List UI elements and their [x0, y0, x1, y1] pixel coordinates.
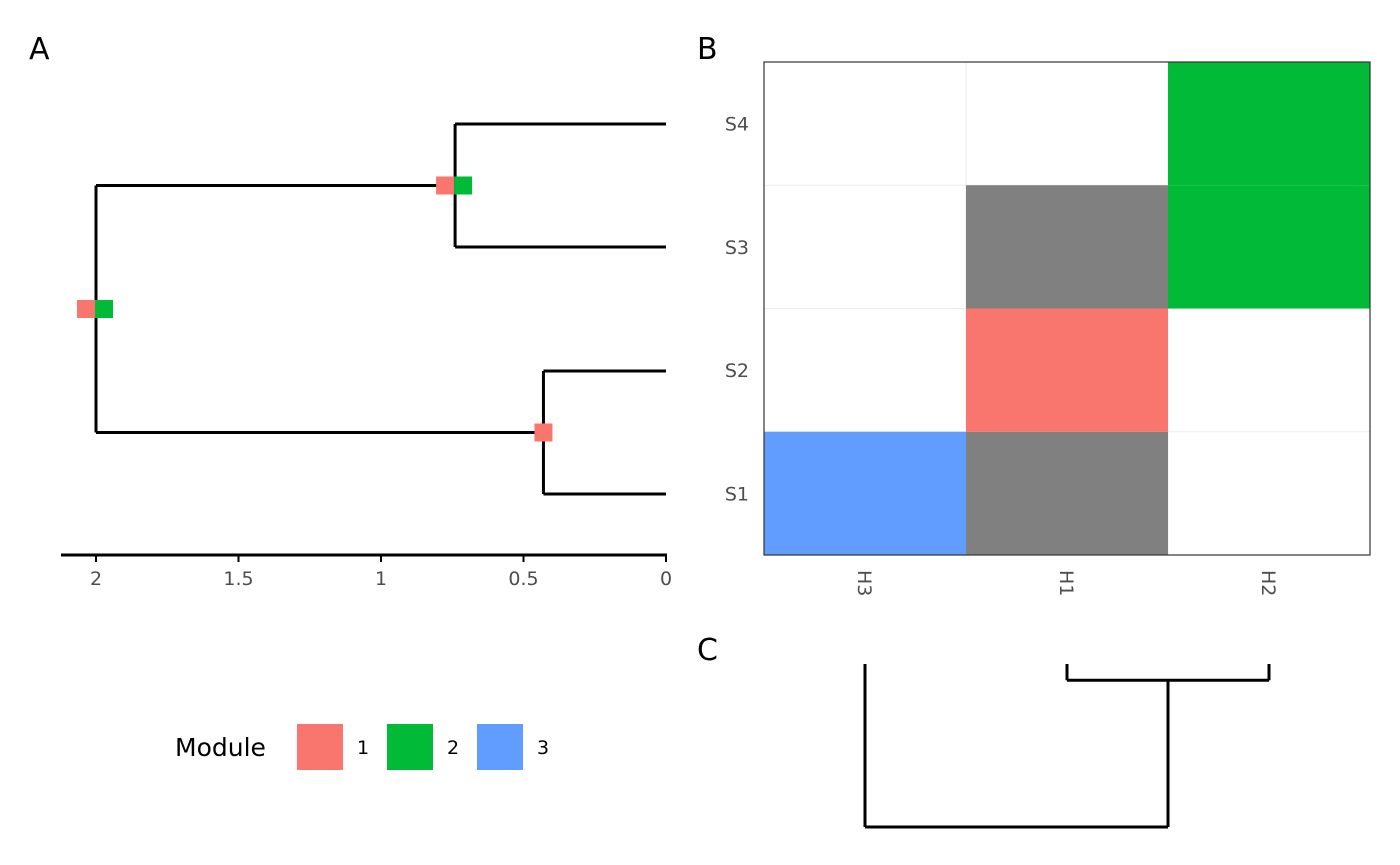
phylogeny-panel: 2 1.5 1 0.5 0	[61, 122, 672, 590]
heatmap-cell-S2-H1	[966, 308, 1168, 432]
x-tick-label: 2	[90, 568, 102, 590]
heatmap-cell-S3-H1	[966, 185, 1168, 309]
x-tick-label: 0.5	[508, 568, 538, 590]
column-label: H2	[1257, 570, 1279, 596]
legend-key-1	[297, 724, 343, 770]
column-dendrogram-panel	[863, 664, 1271, 829]
legend-key-3	[477, 724, 523, 770]
module-marker-1	[77, 300, 95, 318]
panel-label-b: B	[697, 32, 718, 67]
module-marker-2	[454, 176, 473, 195]
heatmap-cell-S4-H2	[1168, 62, 1370, 186]
module-marker-1	[534, 423, 553, 442]
legend-title: Module	[175, 733, 266, 762]
legend-label-3: 3	[537, 737, 549, 759]
heatmap-cell-S3-H2	[1168, 185, 1370, 309]
row-label: S2	[725, 360, 749, 382]
legend-label-1: 1	[357, 737, 369, 759]
heatmap-panel: S1 S2 S3 S4 H3 H1 H2	[725, 61, 1371, 596]
panel-label-c: C	[697, 633, 718, 668]
heatmap-border	[763, 61, 1371, 556]
column-label: H3	[853, 570, 875, 596]
column-label: H1	[1055, 570, 1077, 596]
x-tick-label: 1.5	[223, 568, 253, 590]
x-tick-label: 0	[660, 568, 672, 590]
row-label: S1	[725, 483, 749, 505]
module-marker-2	[95, 300, 113, 318]
heatmap-cell-S1-H1	[966, 431, 1168, 555]
heatmap-cell-S1-H3	[764, 431, 966, 555]
row-label: S4	[725, 114, 749, 136]
module-marker-1	[436, 176, 455, 195]
x-tick-label: 1	[375, 568, 387, 590]
legend-key-2	[387, 724, 433, 770]
panel-label-a: A	[29, 32, 50, 67]
row-label: S3	[725, 237, 749, 259]
module-legend: Module 1 2 3	[175, 724, 549, 770]
legend-label-2: 2	[447, 737, 459, 759]
